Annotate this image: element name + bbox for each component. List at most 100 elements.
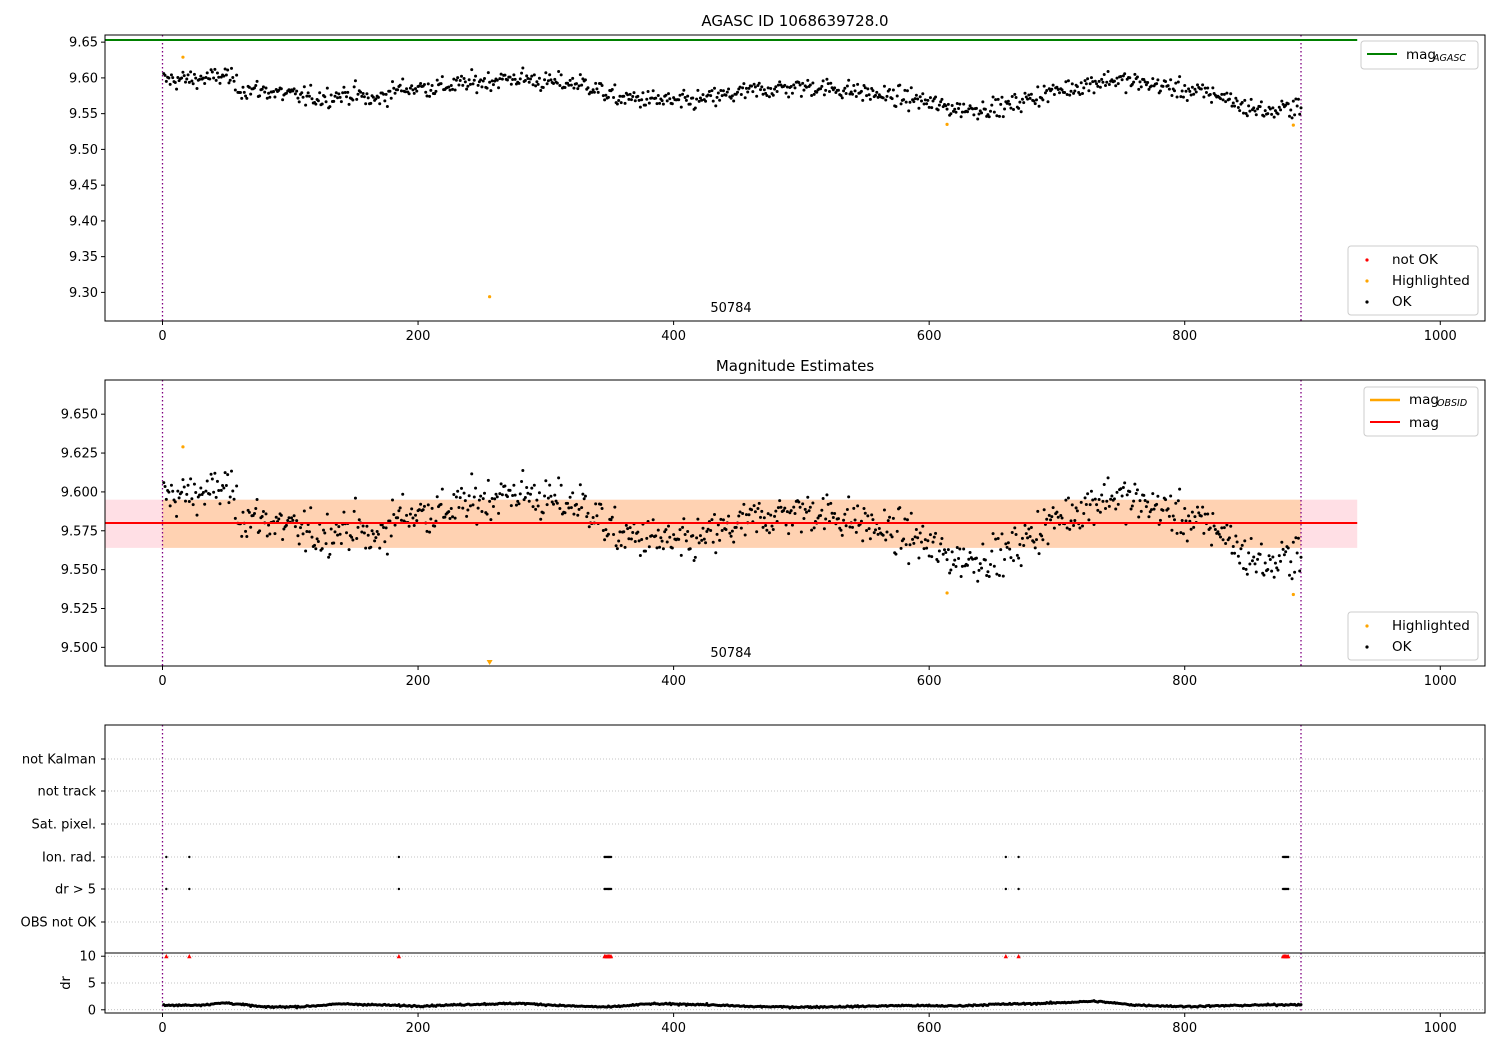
ok-point bbox=[184, 499, 187, 503]
ok-point bbox=[631, 95, 635, 99]
ok-point bbox=[810, 528, 814, 532]
ok-point bbox=[1183, 84, 1187, 88]
ok-point bbox=[1258, 105, 1262, 109]
p1-ytick-label-1: 9.35 bbox=[69, 250, 98, 265]
ok-point bbox=[815, 90, 819, 94]
ok-point bbox=[424, 90, 428, 94]
ok-point bbox=[181, 70, 185, 74]
ok-point bbox=[1019, 564, 1023, 568]
ok-point bbox=[930, 555, 934, 559]
ok-point bbox=[931, 99, 935, 103]
ok-point bbox=[1146, 500, 1150, 504]
ok-point bbox=[296, 534, 300, 538]
p2-xtick-label-800: 800 bbox=[1172, 674, 1197, 689]
ok-point bbox=[286, 519, 290, 523]
ok-point bbox=[489, 89, 493, 93]
ok-point bbox=[888, 515, 892, 519]
p1-xtick-label-600: 600 bbox=[917, 329, 942, 344]
ok-point bbox=[460, 486, 463, 490]
ok-point bbox=[1217, 532, 1221, 536]
ok-point bbox=[503, 73, 507, 77]
ok-point bbox=[995, 114, 999, 118]
ok-point bbox=[1166, 507, 1170, 511]
ok-point bbox=[433, 92, 437, 96]
ok-point bbox=[364, 546, 368, 550]
ok-point bbox=[941, 552, 945, 556]
ok-point bbox=[503, 484, 507, 488]
ok-point bbox=[457, 505, 461, 509]
ok-point bbox=[162, 481, 166, 485]
ok-point bbox=[1256, 107, 1260, 111]
ok-point bbox=[767, 95, 771, 99]
dr-clipped-marker bbox=[608, 954, 614, 959]
ok-point bbox=[407, 92, 411, 96]
ok-point bbox=[566, 501, 570, 505]
ok-point bbox=[190, 497, 194, 501]
ok-point bbox=[235, 73, 239, 77]
ok-point bbox=[1143, 80, 1147, 84]
ok-point bbox=[874, 528, 877, 532]
ok-point bbox=[958, 547, 962, 551]
ok-point bbox=[721, 89, 725, 93]
ok-point bbox=[254, 507, 258, 511]
ok-point bbox=[1075, 85, 1079, 89]
ok-point bbox=[1060, 516, 1064, 520]
highlighted-point bbox=[488, 295, 492, 299]
ok-point bbox=[898, 506, 902, 510]
legend-mag-obsid-subscript: OBSID bbox=[1437, 398, 1467, 409]
ok-point bbox=[940, 537, 944, 541]
ok-point bbox=[1116, 82, 1120, 86]
p2-xtick-label-200: 200 bbox=[406, 674, 431, 689]
flag-point bbox=[188, 887, 191, 891]
ok-point bbox=[393, 523, 397, 527]
ok-point bbox=[591, 516, 595, 520]
ok-point bbox=[890, 535, 894, 539]
ok-point bbox=[548, 483, 552, 487]
ok-point bbox=[839, 94, 843, 98]
ok-point bbox=[508, 488, 512, 492]
ok-point bbox=[622, 530, 626, 534]
ok-point bbox=[1146, 81, 1150, 85]
ok-point bbox=[851, 92, 854, 96]
ok-point bbox=[937, 549, 941, 553]
ok-point bbox=[730, 529, 734, 533]
ok-point bbox=[1203, 86, 1207, 90]
ok-point bbox=[1204, 90, 1208, 94]
ok-point bbox=[567, 506, 571, 510]
ok-point bbox=[1091, 498, 1095, 502]
ok-point bbox=[974, 556, 978, 560]
ok-point bbox=[771, 528, 775, 532]
ok-point bbox=[1181, 95, 1185, 99]
ok-point bbox=[371, 95, 375, 99]
ok-point bbox=[691, 534, 695, 538]
ok-point bbox=[742, 82, 746, 86]
ok-point bbox=[1049, 518, 1053, 522]
ok-point bbox=[937, 103, 941, 107]
panel-2-obsid-label: 50784 bbox=[710, 646, 751, 661]
ok-point bbox=[539, 88, 543, 92]
ok-point bbox=[1262, 573, 1266, 577]
ok-point bbox=[426, 82, 430, 86]
ok-point bbox=[210, 70, 214, 74]
ok-point bbox=[1015, 553, 1019, 557]
panel-1-legend-reference: mag AGASC bbox=[1360, 40, 1479, 70]
ok-point bbox=[586, 511, 590, 515]
ok-point bbox=[425, 94, 429, 98]
ok-point bbox=[1068, 527, 1072, 531]
ok-point bbox=[233, 516, 237, 520]
ok-point bbox=[456, 76, 460, 80]
ok-point bbox=[944, 551, 948, 555]
ok-point bbox=[739, 526, 743, 530]
ok-point bbox=[373, 539, 377, 543]
ok-point bbox=[355, 97, 359, 101]
ok-point bbox=[1037, 104, 1041, 108]
ok-point bbox=[333, 94, 337, 98]
ok-point bbox=[451, 515, 455, 519]
ok-point bbox=[928, 96, 932, 100]
p1-ytick-label-4: 9.50 bbox=[69, 143, 98, 158]
ok-point bbox=[212, 490, 216, 494]
ok-point bbox=[1112, 497, 1116, 501]
ok-point bbox=[981, 542, 985, 546]
ok-point bbox=[698, 96, 702, 100]
ok-point bbox=[660, 99, 664, 103]
